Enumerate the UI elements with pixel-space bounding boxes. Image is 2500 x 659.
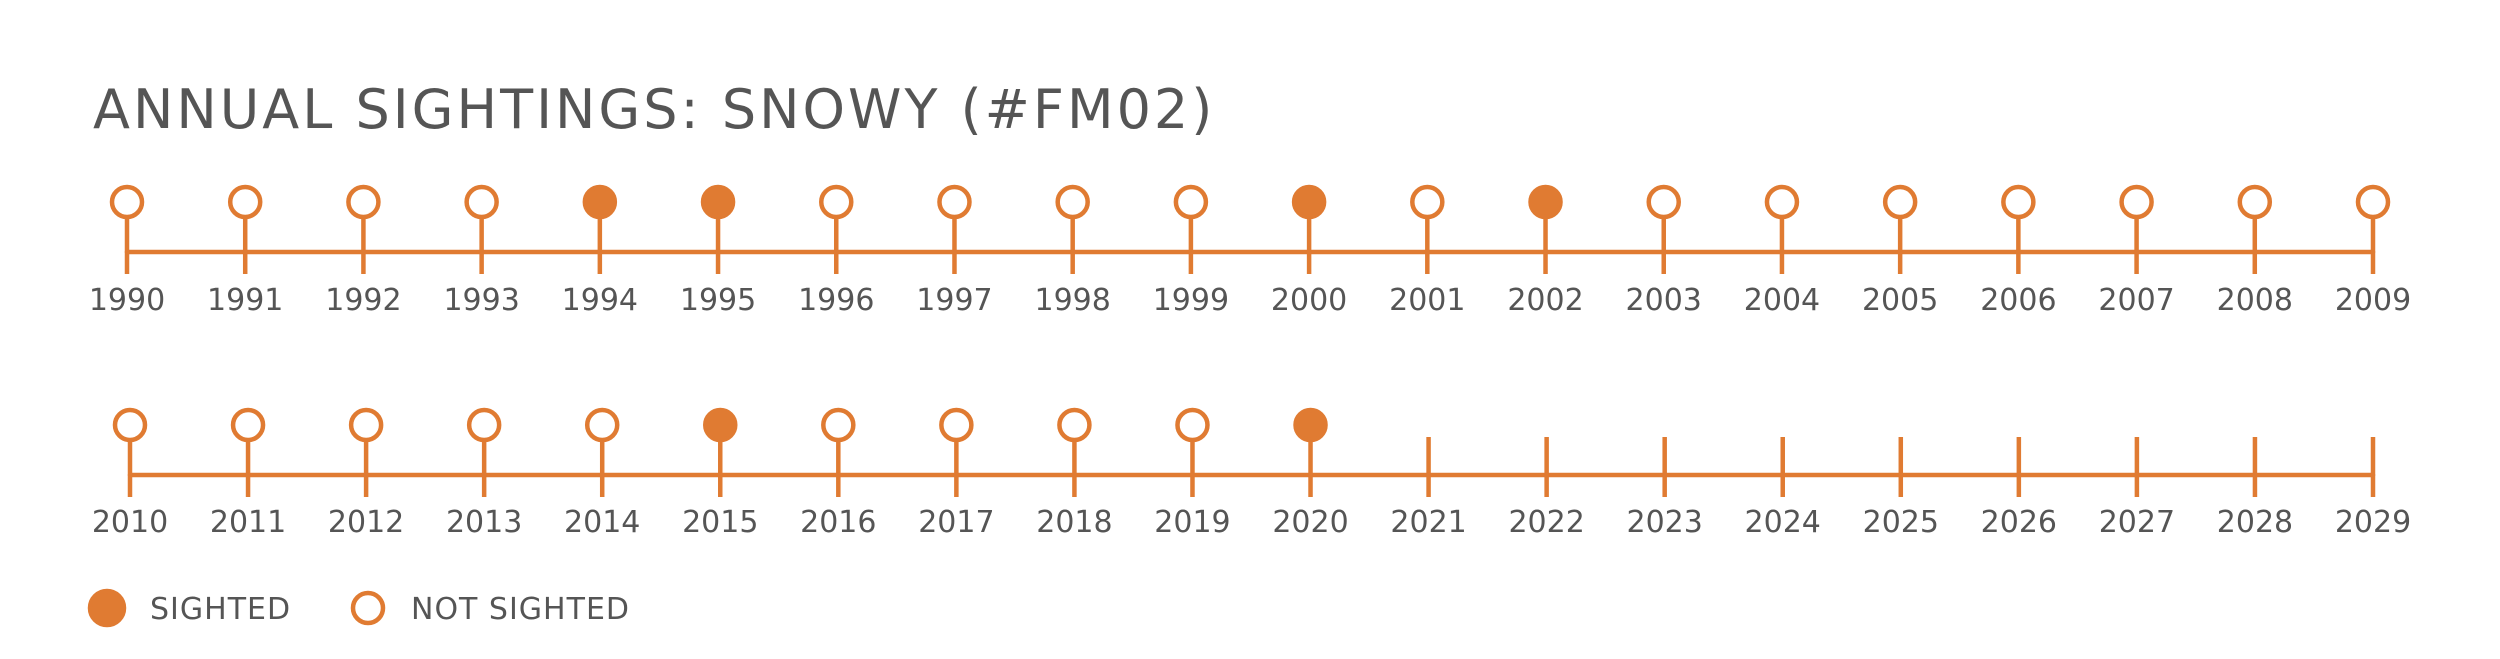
not-sighted-marker xyxy=(230,407,266,443)
year-label: 2005 xyxy=(1862,283,1938,318)
not-sighted-marker xyxy=(584,407,620,443)
not-sighted-marker xyxy=(1410,184,1445,220)
year-label: 2008 xyxy=(2217,283,2293,318)
not-sighted-marker xyxy=(2119,184,2154,220)
year-label: 2021 xyxy=(1390,505,1466,540)
sighted-marker xyxy=(703,407,738,443)
year-label: 2002 xyxy=(1507,283,1583,318)
year-label: 1990 xyxy=(89,283,165,318)
not-sighted-marker xyxy=(466,407,502,443)
not-sighted-marker xyxy=(1764,184,1800,220)
legend-label-sighted: SIGHTED xyxy=(150,592,291,627)
legend-not-sighted-icon xyxy=(350,590,386,626)
legend-label-not-sighted: NOT SIGHTED xyxy=(411,592,630,627)
year-label: 2010 xyxy=(92,505,168,540)
not-sighted-marker xyxy=(819,184,854,220)
year-label: 2025 xyxy=(1863,505,1939,540)
year-label: 2024 xyxy=(1745,505,1821,540)
year-label: 1997 xyxy=(916,283,992,318)
year-label: 1998 xyxy=(1035,283,1111,318)
not-sighted-marker xyxy=(109,184,145,220)
not-sighted-marker xyxy=(939,407,974,443)
not-sighted-marker xyxy=(2355,184,2391,220)
year-label: 2023 xyxy=(1627,505,1703,540)
not-sighted-marker xyxy=(821,407,856,443)
year-label: 2019 xyxy=(1154,505,1230,540)
year-label: 2000 xyxy=(1271,283,1347,318)
not-sighted-marker xyxy=(1055,184,1090,220)
not-sighted-marker xyxy=(2001,184,2036,220)
year-label: 2020 xyxy=(1272,505,1348,540)
legend: SIGHTED NOT SIGHTED xyxy=(87,588,630,628)
year-label: 2015 xyxy=(682,505,758,540)
not-sighted-marker xyxy=(2237,184,2273,220)
not-sighted-marker xyxy=(1882,184,1918,220)
year-label: 1991 xyxy=(207,283,283,318)
year-label: 2017 xyxy=(918,505,994,540)
year-label: 1996 xyxy=(798,283,874,318)
not-sighted-marker xyxy=(112,407,148,443)
chart-title: ANNUAL SIGHTINGS: SNOWY (#FM02) xyxy=(93,78,1216,141)
not-sighted-marker xyxy=(1173,184,1209,220)
year-label: 2006 xyxy=(1980,283,2056,318)
year-label: 2001 xyxy=(1389,283,1465,318)
year-label: 2013 xyxy=(446,505,522,540)
not-sighted-marker xyxy=(464,184,499,220)
year-label: 2022 xyxy=(1508,505,1584,540)
year-label: 2003 xyxy=(1626,283,1702,318)
year-label: 2016 xyxy=(800,505,876,540)
year-label: 1999 xyxy=(1153,283,1229,318)
not-sighted-marker xyxy=(1175,407,1210,443)
year-label: 2028 xyxy=(2217,505,2293,540)
year-label: 2011 xyxy=(210,505,286,540)
year-label: 2009 xyxy=(2335,283,2411,318)
sighted-marker xyxy=(1291,184,1327,220)
sighted-marker xyxy=(700,184,736,220)
year-label: 2027 xyxy=(2099,505,2175,540)
timeline-row-1: 1990 1991 1992 1993 1994 1995 1996 1997 1998 1999… xyxy=(89,184,2411,318)
not-sighted-marker xyxy=(346,184,381,220)
not-sighted-marker xyxy=(1646,184,1681,220)
timeline-row-2: 2010 2011 2012 2013 2014 2015 2016 2017 2018 2019… xyxy=(92,407,2411,540)
not-sighted-marker xyxy=(348,407,384,443)
year-label: 1993 xyxy=(443,283,519,318)
year-label: 2018 xyxy=(1036,505,1112,540)
year-label: 2004 xyxy=(1744,283,1820,318)
legend-sighted-icon xyxy=(87,588,127,628)
year-label: 2014 xyxy=(564,505,640,540)
sighted-marker xyxy=(582,184,618,220)
year-label: 1992 xyxy=(325,283,401,318)
not-sighted-marker xyxy=(937,184,972,220)
not-sighted-marker xyxy=(227,184,263,220)
year-label: 2012 xyxy=(328,505,404,540)
sighted-marker xyxy=(1528,184,1563,220)
year-label: 1994 xyxy=(562,283,638,318)
not-sighted-marker xyxy=(1057,407,1092,443)
year-label: 2007 xyxy=(2098,283,2174,318)
sighted-marker xyxy=(1293,407,1328,443)
year-label: 2026 xyxy=(1981,505,2057,540)
year-label: 2029 xyxy=(2335,505,2411,540)
year-label: 1995 xyxy=(680,283,756,318)
